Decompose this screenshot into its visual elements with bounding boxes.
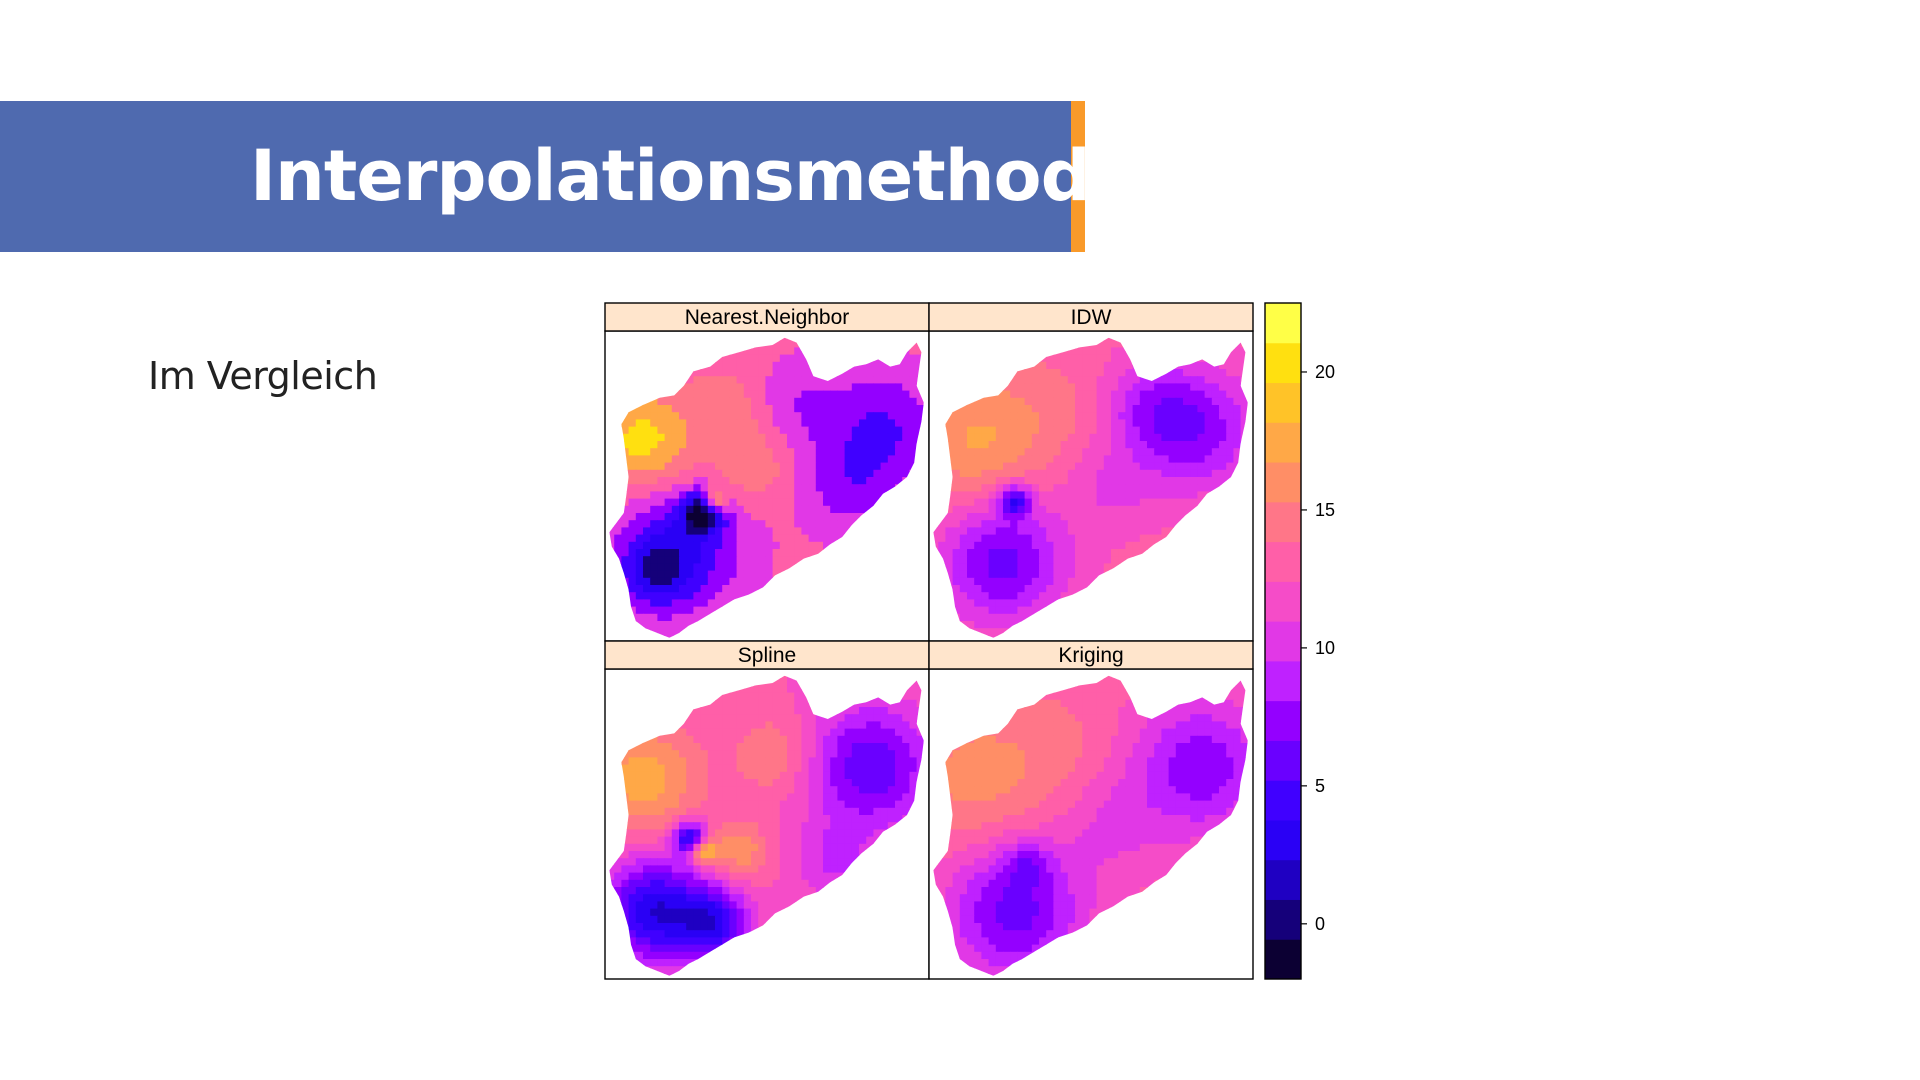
colorkey-tick-label: 20	[1315, 362, 1335, 382]
colorkey-band	[1265, 303, 1301, 344]
panel-strip-nearest-neighbor: Nearest.Neighbor	[604, 302, 930, 332]
panel-nearest-neighbor	[604, 330, 930, 642]
colorkey-band	[1265, 541, 1301, 582]
colorkey-band	[1265, 859, 1301, 900]
colorkey-tick-label: 5	[1315, 776, 1325, 796]
panel-spline	[604, 668, 930, 980]
title-bar	[0, 101, 1071, 252]
slide-title: Interpolationsmethoden	[250, 135, 1186, 217]
panel-idw	[928, 330, 1254, 642]
colorkey-band	[1265, 780, 1301, 821]
colorkey-tick-label: 15	[1315, 500, 1335, 520]
panel-label: Kriging	[1058, 644, 1123, 667]
colorkey-frame	[1264, 302, 1302, 980]
colorkey-band	[1265, 621, 1301, 662]
panel-label: IDW	[1071, 306, 1112, 329]
colorkey-tick-label: 0	[1315, 914, 1325, 934]
colorkey-band	[1265, 501, 1301, 543]
panel-kriging	[928, 668, 1254, 980]
panel-strip-kriging: Kriging	[928, 640, 1254, 670]
panel-label: Nearest.Neighbor	[685, 306, 850, 329]
colorkey-band	[1265, 660, 1301, 702]
colorkey-band	[1265, 700, 1301, 741]
colorkey-band	[1265, 422, 1301, 463]
colorkey-band	[1265, 462, 1301, 503]
colorkey-tick-label: 10	[1315, 638, 1335, 658]
colorkey-band	[1265, 899, 1301, 940]
colorkey-band	[1265, 939, 1301, 980]
title-accent-stripe	[1071, 101, 1085, 252]
colorkey-band	[1265, 581, 1301, 622]
colorkey: 0 5 10 15 20	[1264, 302, 1335, 980]
panel-strip-spline: Spline	[604, 640, 930, 670]
colorkey-band	[1265, 819, 1301, 861]
panel-label: Spline	[738, 644, 796, 667]
colorkey-band	[1265, 382, 1301, 423]
colorkey-band	[1265, 740, 1301, 781]
colorkey-band	[1265, 342, 1301, 384]
slide-subtitle: Im Vergleich	[148, 354, 378, 398]
interpolation-map-figure: Nearest.Neighbor IDW Spline Kriging 0 5 10 15 2…	[590, 295, 1350, 995]
panel-strip-idw: IDW	[928, 302, 1254, 332]
